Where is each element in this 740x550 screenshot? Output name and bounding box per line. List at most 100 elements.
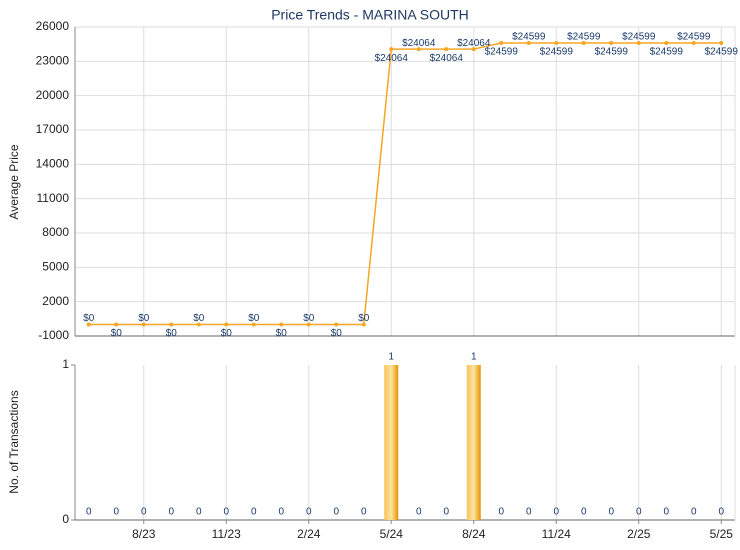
value-label: 0 bbox=[361, 507, 367, 518]
point bbox=[581, 41, 586, 46]
value-label: 1 bbox=[388, 352, 394, 363]
y-tick-label: 23000 bbox=[36, 54, 70, 68]
value-label: $0 bbox=[276, 328, 288, 339]
value-label: $24599 bbox=[622, 32, 656, 43]
y-tick-label: 26000 bbox=[36, 19, 70, 33]
point bbox=[609, 41, 614, 46]
point bbox=[306, 322, 311, 327]
x-tick-label: 2/24 bbox=[297, 527, 321, 541]
point bbox=[416, 47, 421, 52]
x-tick-label: 8/23 bbox=[132, 527, 156, 541]
y-tick-label: 17000 bbox=[36, 122, 70, 136]
value-label: $24064 bbox=[430, 53, 464, 64]
y-tick-label: 20000 bbox=[36, 88, 70, 102]
value-label: 0 bbox=[251, 507, 257, 518]
y-tick-label: 2000 bbox=[42, 294, 69, 308]
point bbox=[636, 41, 641, 46]
value-label: 0 bbox=[113, 507, 119, 518]
value-label: 0 bbox=[663, 507, 669, 518]
value-label: $0 bbox=[221, 328, 233, 339]
point bbox=[334, 322, 339, 327]
point bbox=[471, 47, 476, 52]
value-label: 0 bbox=[608, 507, 614, 518]
value-label: $24599 bbox=[650, 47, 684, 58]
value-label: $24599 bbox=[512, 32, 546, 43]
point bbox=[719, 41, 724, 46]
value-label: $24599 bbox=[705, 47, 739, 58]
value-label: 0 bbox=[333, 507, 339, 518]
value-label: 0 bbox=[718, 507, 724, 518]
value-label: 0 bbox=[306, 507, 312, 518]
y-axis-label: No. of Transactions bbox=[7, 390, 21, 493]
value-label: $0 bbox=[138, 313, 150, 324]
point bbox=[196, 322, 201, 327]
x-tick-label: 8/24 bbox=[462, 527, 486, 541]
y-tick-label: 0 bbox=[62, 512, 69, 526]
y-tick-label: 14000 bbox=[36, 157, 70, 171]
y-tick-label: -1000 bbox=[38, 328, 69, 342]
x-tick-label: 5/24 bbox=[380, 527, 404, 541]
point bbox=[169, 322, 174, 327]
value-label: 0 bbox=[581, 507, 587, 518]
point bbox=[499, 41, 504, 46]
point bbox=[444, 47, 449, 52]
point bbox=[86, 322, 91, 327]
point bbox=[224, 322, 229, 327]
value-label: $0 bbox=[303, 313, 315, 324]
bar bbox=[384, 365, 399, 520]
value-label: 1 bbox=[471, 352, 477, 363]
point bbox=[664, 41, 669, 46]
value-label: $24599 bbox=[595, 47, 629, 58]
value-label: 0 bbox=[443, 507, 449, 518]
x-tick-label: 11/24 bbox=[542, 527, 571, 541]
point bbox=[526, 41, 531, 46]
point bbox=[389, 47, 394, 52]
value-label: 0 bbox=[196, 507, 202, 518]
point bbox=[691, 41, 696, 46]
point bbox=[141, 322, 146, 327]
value-label: $0 bbox=[331, 328, 343, 339]
value-label: 0 bbox=[691, 507, 697, 518]
value-label: 0 bbox=[553, 507, 559, 518]
value-label: $24599 bbox=[485, 47, 519, 58]
value-label: 0 bbox=[498, 507, 504, 518]
y-tick-label: 11000 bbox=[37, 191, 70, 205]
point bbox=[554, 41, 559, 46]
value-label: 0 bbox=[278, 507, 284, 518]
chart-title: Price Trends - MARINA SOUTH bbox=[271, 7, 469, 23]
value-label: 0 bbox=[223, 507, 229, 518]
x-tick-label: 11/23 bbox=[212, 527, 241, 541]
value-label: $0 bbox=[111, 328, 123, 339]
value-label: $24599 bbox=[540, 47, 574, 58]
point bbox=[279, 322, 284, 327]
value-label: $0 bbox=[166, 328, 178, 339]
value-label: $24599 bbox=[567, 32, 601, 43]
bar bbox=[466, 365, 481, 520]
value-label: 0 bbox=[141, 507, 147, 518]
value-label: $24064 bbox=[457, 38, 491, 49]
value-label: $24599 bbox=[677, 32, 711, 43]
price-line bbox=[88, 42, 722, 326]
value-label: 0 bbox=[636, 507, 642, 518]
value-label: 0 bbox=[416, 507, 422, 518]
value-label: 0 bbox=[168, 507, 174, 518]
y-tick-label: 5000 bbox=[42, 260, 69, 274]
value-label: $0 bbox=[193, 313, 205, 324]
y-tick-label: 1 bbox=[62, 357, 69, 371]
y-tick-label: 8000 bbox=[42, 225, 69, 239]
point bbox=[251, 322, 256, 327]
value-label: 0 bbox=[86, 507, 92, 518]
value-label: $24064 bbox=[402, 38, 436, 49]
value-label: $24064 bbox=[375, 53, 409, 64]
point bbox=[361, 322, 366, 327]
x-tick-label: 5/25 bbox=[710, 527, 734, 541]
point bbox=[114, 322, 119, 327]
y-axis-label: Average Price bbox=[7, 144, 21, 219]
value-label: $0 bbox=[358, 313, 370, 324]
value-label: $0 bbox=[83, 313, 95, 324]
value-label: $0 bbox=[248, 313, 260, 324]
x-tick-label: 2/25 bbox=[627, 527, 651, 541]
value-label: 0 bbox=[526, 507, 532, 518]
